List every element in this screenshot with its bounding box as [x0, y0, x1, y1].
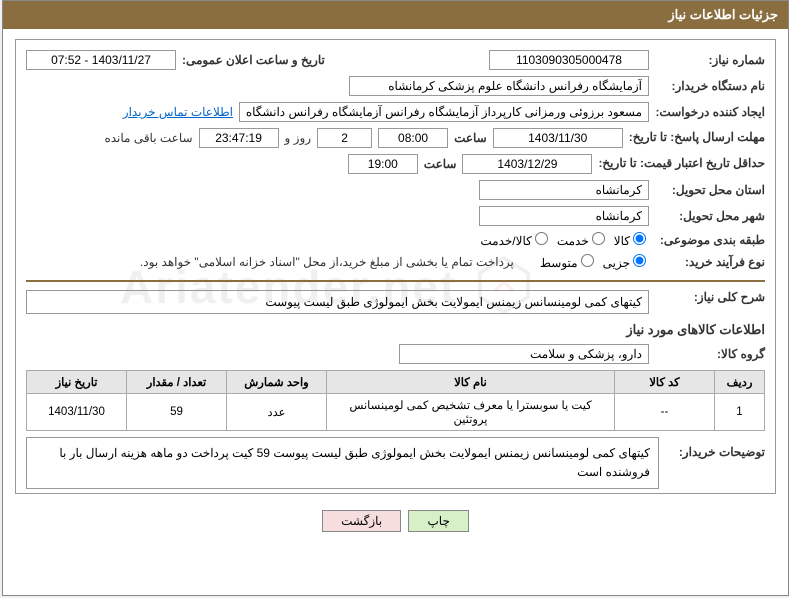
requester-input[interactable]: [239, 102, 649, 122]
city-input[interactable]: [479, 206, 649, 226]
goods-group-label: گروه کالا:: [655, 347, 765, 361]
radio-both-wrap[interactable]: کالا/خدمت: [480, 232, 550, 248]
td-qty: 59: [127, 394, 227, 431]
radio-service-wrap[interactable]: خدمت: [557, 232, 608, 248]
requester-label: ایجاد کننده درخواست:: [655, 105, 765, 119]
days-and-label: روز و: [285, 131, 312, 145]
button-row: چاپ بازگشت: [15, 510, 776, 532]
radio-medium-wrap[interactable]: متوسط: [540, 254, 597, 270]
buyer-desc-label: توضیحات خریدار:: [665, 437, 765, 489]
radio-medium-label: متوسط: [540, 256, 578, 270]
city-label: شهر محل تحویل:: [655, 209, 765, 223]
process-label: نوع فرآیند خرید:: [655, 255, 765, 269]
min-valid-date-input[interactable]: [462, 154, 592, 174]
th-qty: تعداد / مقدار: [127, 371, 227, 394]
process-note: پرداخت تمام یا بخشی از مبلغ خرید،از محل …: [140, 255, 514, 269]
print-button[interactable]: چاپ: [408, 510, 468, 532]
radio-service-label: خدمت: [557, 234, 589, 248]
radio-minor[interactable]: [633, 254, 646, 267]
panel-header: جزئیات اطلاعات نیاز: [3, 1, 788, 29]
radio-goods-label: کالا: [614, 234, 630, 248]
radio-minor-label: جزیی: [603, 256, 630, 270]
deadline-time-label: ساعت: [454, 131, 487, 145]
panel-title: جزئیات اطلاعات نیاز: [668, 7, 778, 22]
general-desc-label: شرح کلی نیاز:: [655, 290, 765, 304]
min-valid-label: حداقل تاریخ اعتبار قیمت: تا تاریخ:: [598, 156, 765, 172]
buyer-desc-box: کیتهای کمی لومینسانس زیمنس ایمولایت بخش …: [26, 437, 659, 489]
items-header-row: ردیف کد کالا نام کالا واحد شمارش تعداد /…: [27, 371, 765, 394]
td-name: کیت یا سوبسترا یا معرف تشخیص کمی لومینسا…: [327, 394, 615, 431]
radio-service[interactable]: [592, 232, 605, 245]
td-date: 1403/11/30: [27, 394, 127, 431]
subject-class-label: طبقه بندی موضوعی:: [655, 233, 765, 247]
radio-goods-wrap[interactable]: کالا: [614, 232, 649, 248]
th-row: ردیف: [715, 371, 765, 394]
items-table: ردیف کد کالا نام کالا واحد شمارش تعداد /…: [26, 370, 765, 431]
need-number-input[interactable]: [489, 50, 649, 70]
th-name: نام کالا: [327, 371, 615, 394]
buyer-org-label: نام دستگاه خریدار:: [655, 79, 765, 93]
need-number-label: شماره نیاز:: [655, 53, 765, 67]
need-fieldset: شماره نیاز: تاریخ و ساعت اعلان عمومی: نا…: [15, 39, 776, 494]
announce-label: تاریخ و ساعت اعلان عمومی:: [182, 53, 325, 67]
goods-section-title: اطلاعات کالاهای مورد نیاز: [26, 322, 765, 338]
deadline-time-input[interactable]: [378, 128, 448, 148]
remain-suffix-label: ساعت باقی مانده: [104, 131, 192, 145]
province-label: استان محل تحویل:: [655, 183, 765, 197]
td-code: --: [615, 394, 715, 431]
radio-both-label: کالا/خدمت: [480, 234, 531, 248]
buyer-org-input[interactable]: [349, 76, 649, 96]
min-valid-time-label: ساعت: [424, 157, 457, 171]
radio-medium[interactable]: [581, 254, 594, 267]
deadline-label: مهلت ارسال پاسخ: تا تاریخ:: [629, 130, 765, 146]
th-code: کد کالا: [615, 371, 715, 394]
th-unit: واحد شمارش: [227, 371, 327, 394]
province-input[interactable]: [479, 180, 649, 200]
general-desc-box: کیتهای کمی لومینسانس زیمنس ایمولایت بخش …: [26, 290, 649, 314]
radio-goods[interactable]: [633, 232, 646, 245]
remain-time-input[interactable]: [199, 128, 279, 148]
min-valid-time-input[interactable]: [348, 154, 418, 174]
buyer-contact-link[interactable]: اطلاعات تماس خریدار: [123, 105, 233, 119]
goods-group-input[interactable]: [399, 344, 649, 364]
divider-1: [26, 280, 765, 282]
radio-both[interactable]: [535, 232, 548, 245]
table-row: 1--کیت یا سوبسترا یا معرف تشخیص کمی لومی…: [27, 394, 765, 431]
td-unit: عدد: [227, 394, 327, 431]
remain-days-input[interactable]: [317, 128, 372, 148]
announce-input[interactable]: [26, 50, 176, 70]
back-button[interactable]: بازگشت: [322, 510, 401, 532]
td-row: 1: [715, 394, 765, 431]
radio-minor-wrap[interactable]: جزیی: [603, 254, 649, 270]
th-date: تاریخ نیاز: [27, 371, 127, 394]
deadline-date-input[interactable]: [493, 128, 623, 148]
